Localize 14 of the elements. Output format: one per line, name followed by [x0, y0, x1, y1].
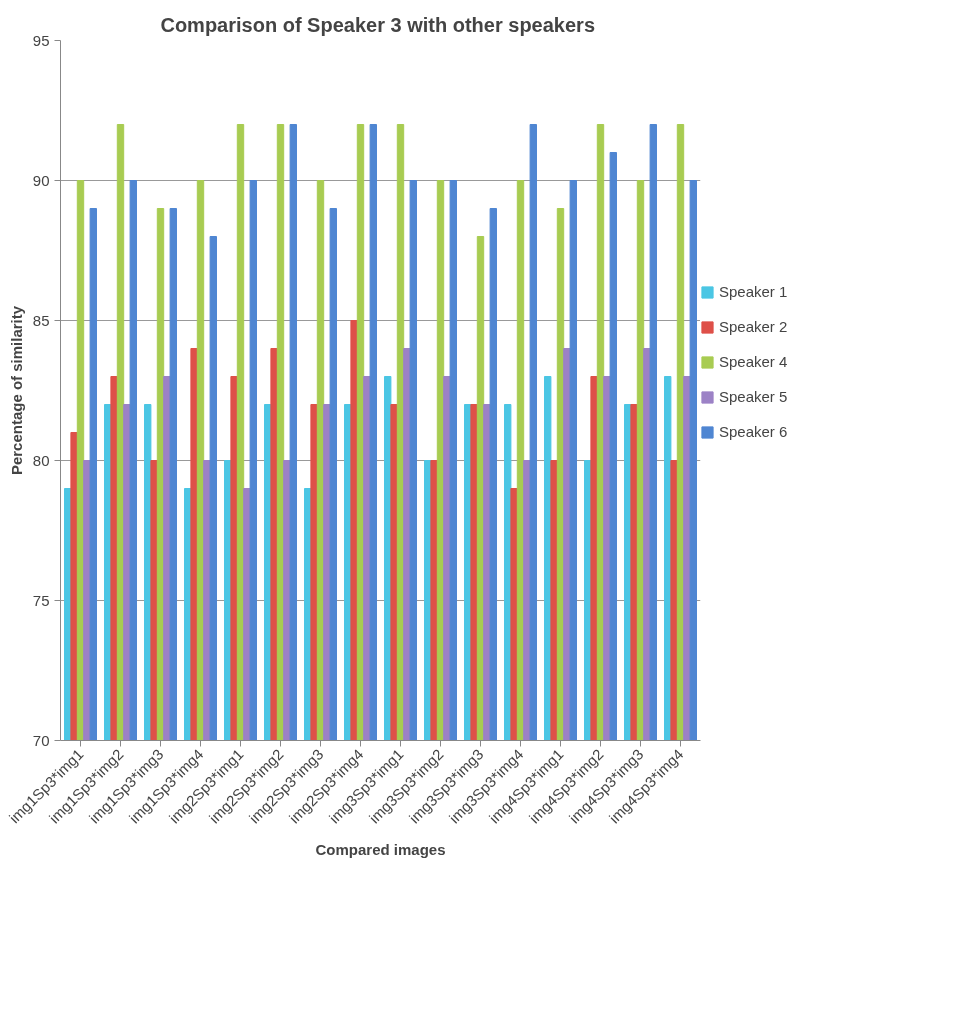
legend-label: Speaker 6 [719, 423, 788, 440]
y-tick-label: 80 [32, 451, 50, 469]
legend-label: Speaker 4 [719, 353, 788, 370]
y-tick-label: 95 [32, 31, 50, 49]
legend-label: Speaker 1 [719, 283, 788, 300]
legend-label: Speaker 2 [719, 318, 788, 335]
y-tick-label: 70 [32, 731, 50, 749]
chart-title: Comparison of Speaker 3 with other speakers [160, 13, 596, 36]
x-axis-title: Compared images [315, 840, 446, 858]
y-axis-title: Percentage of similarity [7, 305, 25, 476]
legend-label: Speaker 5 [719, 388, 788, 405]
y-tick-label: 90 [32, 171, 50, 189]
y-tick-label: 85 [32, 311, 50, 329]
y-tick-label: 75 [32, 591, 50, 609]
